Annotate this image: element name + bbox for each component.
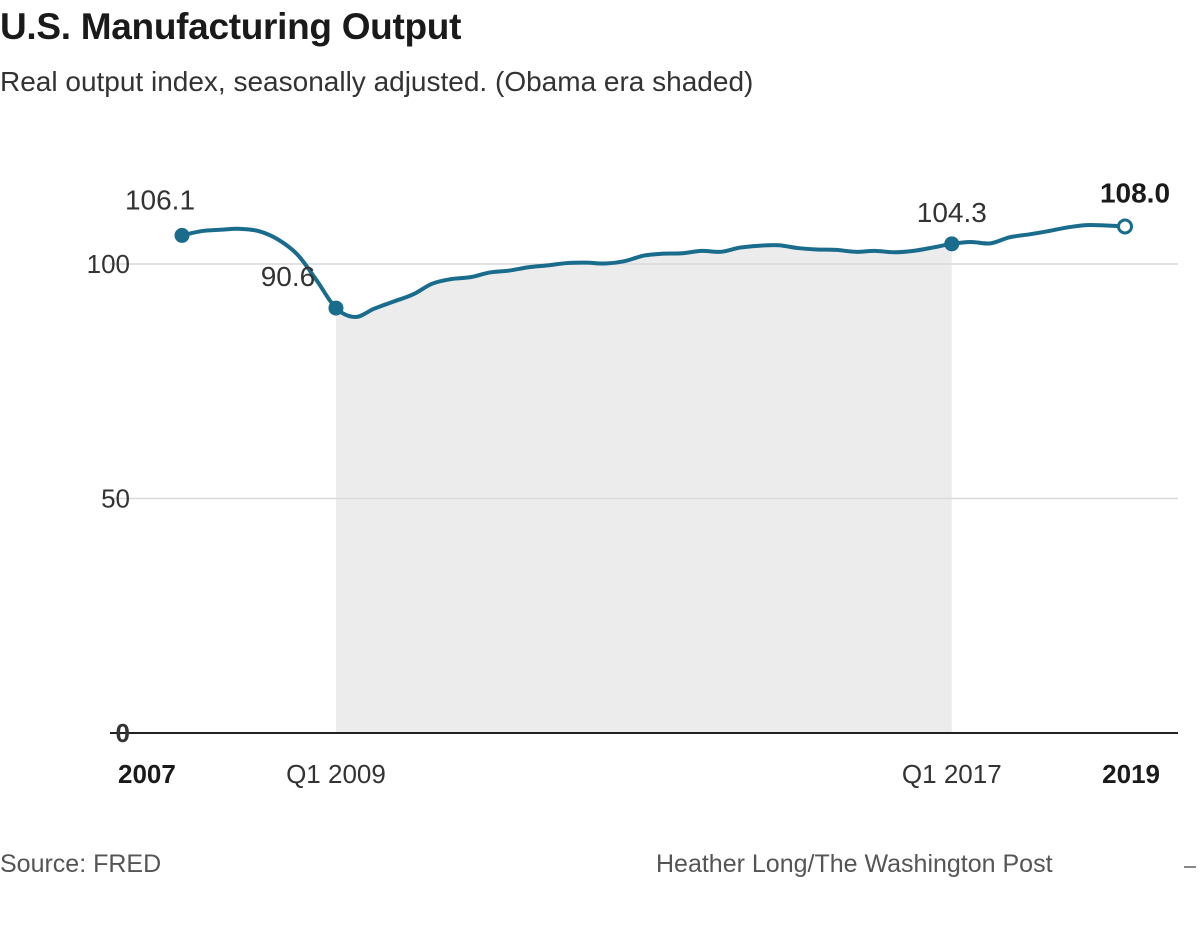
divider-dash <box>1184 866 1196 868</box>
x-tick-label-2007: 2007 <box>118 759 176 789</box>
data-label-104.3: 104.3 <box>917 197 987 228</box>
chart-title: U.S. Manufacturing Output <box>0 6 462 47</box>
x-tick-label-q1-2009: Q1 2009 <box>286 759 386 789</box>
data-label-108.0: 108.0 <box>1100 177 1170 208</box>
x-tick-label-q1-2017: Q1 2017 <box>902 759 1002 789</box>
point-marker-90.6 <box>328 300 344 316</box>
point-marker-106.1 <box>174 227 190 243</box>
point-marker-104.3 <box>944 236 960 252</box>
shaded-region-obama-era <box>335 243 952 733</box>
y-tick-label-50: 50 <box>101 484 130 514</box>
x-tick-label-2019: 2019 <box>1102 759 1160 789</box>
credit-line: Heather Long/The Washington Post <box>656 850 1053 878</box>
y-tick-label-0: 0 <box>116 718 130 748</box>
y-tick-label-100: 100 <box>87 249 130 279</box>
point-marker-108.0 <box>1117 218 1133 235</box>
chart-subtitle: Real output index, seasonally adjusted. … <box>0 66 754 97</box>
data-label-106.1: 106.1 <box>125 184 195 215</box>
source-note: Source: FRED <box>0 850 162 878</box>
data-label-90.6: 90.6 <box>261 261 316 292</box>
